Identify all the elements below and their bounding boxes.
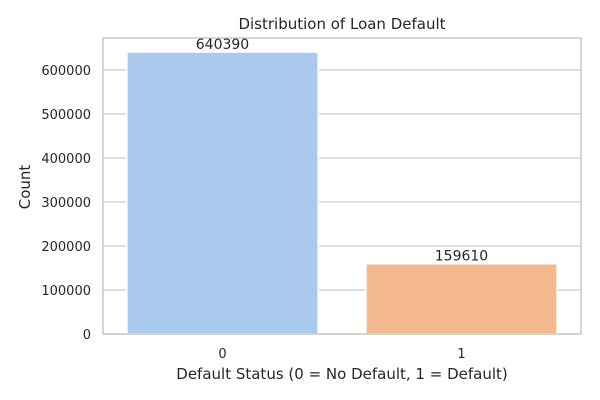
x-tick-label: 1 — [457, 347, 465, 362]
y-tick-label: 300000 — [41, 196, 91, 211]
chart-title: Distribution of Loan Default — [238, 15, 445, 33]
x-axis-label: Default Status (0 = No Default, 1 = Defa… — [176, 365, 507, 383]
y-tick-label: 0 — [83, 328, 91, 343]
y-tick-labels: 0 100000 200000 300000 400000 500000 600000 — [41, 64, 91, 343]
bar-value-label: 640390 — [196, 37, 249, 53]
bar-0 — [126, 51, 319, 335]
bar-value-labels: 640390 159610 — [196, 37, 488, 265]
y-tick-label: 200000 — [41, 240, 91, 255]
y-tick-label: 100000 — [41, 284, 91, 299]
y-tick-label: 600000 — [41, 64, 91, 79]
y-tick-label: 400000 — [41, 152, 91, 167]
plot-frame — [102, 37, 582, 335]
y-axis-label: Count — [16, 165, 34, 210]
bars-group — [126, 51, 558, 335]
bar-1 — [365, 262, 558, 335]
bar-value-label: 159610 — [435, 249, 488, 265]
x-tick-label: 0 — [218, 347, 226, 362]
y-tick-label: 500000 — [41, 108, 91, 123]
